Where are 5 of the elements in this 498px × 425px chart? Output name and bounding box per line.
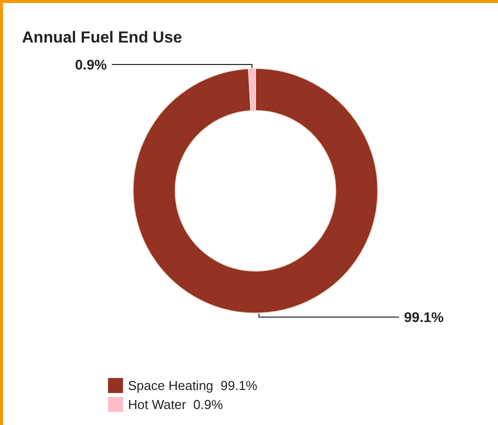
data-label: 0.9% xyxy=(74,56,108,72)
data-label: 99.1% xyxy=(404,309,444,326)
chart-title: Annual Fuel End Use xyxy=(22,30,182,46)
legend-label: Hot Water 0.9% xyxy=(128,397,224,412)
legend-label: Space Heating 99.1% xyxy=(128,378,258,393)
